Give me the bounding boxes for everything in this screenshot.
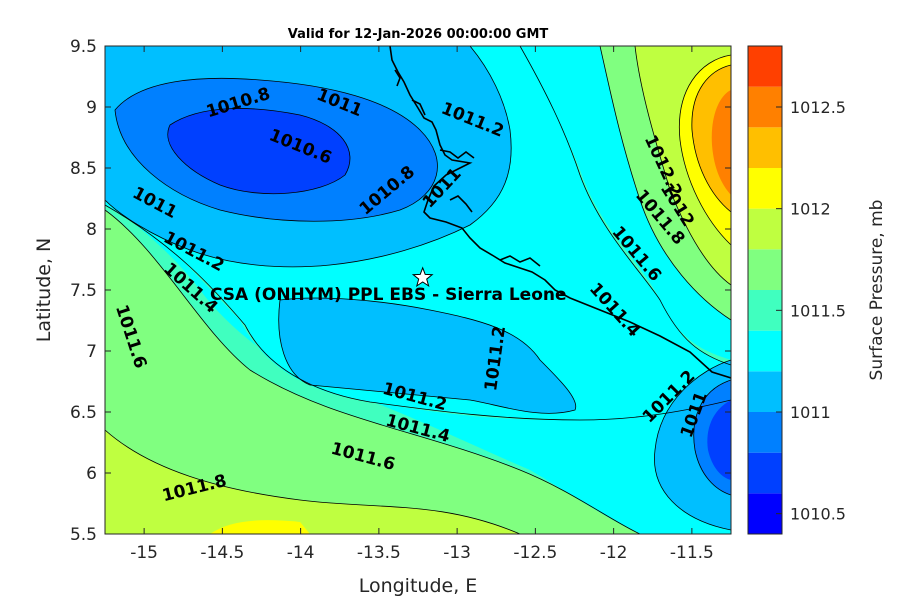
- station-label: CSA (ONHYM) PPL EBS - Sierra Leone: [210, 285, 567, 305]
- x-tick-label: -11.5: [670, 543, 714, 563]
- colorbar-frame: [747, 45, 783, 535]
- x-tick-label: -15: [130, 543, 158, 563]
- y-axis-label: Latitude, N: [33, 238, 55, 343]
- coastline: [389, 46, 731, 379]
- y-tick-label: 6.5: [70, 403, 97, 423]
- x-tick-label: -12.5: [513, 543, 557, 563]
- colorbar-tick-label: 1011.5: [790, 301, 846, 320]
- colorbar-segment: [748, 412, 782, 453]
- colorbar-segment: [748, 330, 782, 372]
- x-tick-label: -12: [600, 543, 628, 563]
- x-axis-label: Longitude, E: [359, 575, 478, 597]
- colorbar-tick-label: 1011: [790, 403, 831, 422]
- y-tick-label: 7: [86, 342, 97, 362]
- colorbar-segment: [748, 249, 782, 290]
- x-tick-label: -13.5: [357, 543, 401, 563]
- x-tick-label: -14: [287, 543, 315, 563]
- x-tick-label: -13: [443, 543, 471, 563]
- y-tick-label: 5.5: [70, 525, 97, 545]
- colorbar: 1010.5 1011 1011.5 1012 1012.5: [747, 45, 846, 535]
- colorbar-segment: [748, 127, 782, 168]
- x-tick-label: -14.5: [200, 543, 244, 563]
- colorbar-tick-label: 1012: [790, 200, 831, 219]
- y-tick-label: 7.5: [70, 281, 97, 301]
- colorbar-tick-label: 1010.5: [790, 505, 846, 524]
- station: CSA (ONHYM) PPL EBS - Sierra Leone: [210, 266, 567, 305]
- chart-title: Valid for 12-Jan-2026 00:00:00 GMT: [288, 27, 549, 42]
- y-tick-label: 6: [86, 464, 97, 484]
- station-star-marker: [411, 266, 434, 288]
- colorbar-segment: [748, 168, 782, 209]
- colorbar-tick-label: 1012.5: [790, 98, 846, 117]
- colorbar-segment: [748, 371, 782, 412]
- y-axis: 5.5 6 6.5 7 7.5 8 8.5 9 9.5: [70, 37, 731, 545]
- colorbar-segment: [748, 208, 782, 250]
- y-tick-label: 9.5: [70, 37, 97, 57]
- y-tick-label: 8.5: [70, 159, 97, 179]
- x-axis: -15 -14.5 -14 -13.5 -13 -12.5 -12 -11.5: [130, 46, 714, 563]
- colorbar-label: Surface Pressure, mb: [867, 200, 887, 381]
- colorbar-segment: [748, 452, 782, 494]
- contour-fill: [105, 46, 731, 534]
- y-tick-label: 8: [86, 220, 97, 240]
- contour-lines: [105, 46, 731, 534]
- colorbar-segment: [748, 46, 782, 87]
- y-tick-label: 9: [86, 98, 97, 118]
